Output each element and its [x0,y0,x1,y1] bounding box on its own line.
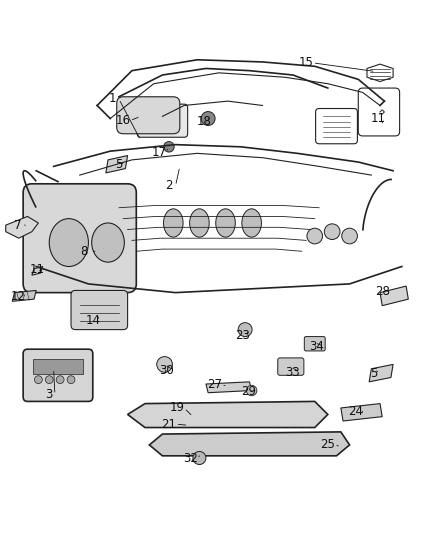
Text: 17: 17 [152,146,166,159]
FancyBboxPatch shape [278,358,304,375]
Text: 25: 25 [320,438,335,450]
Polygon shape [369,365,393,382]
Text: 16: 16 [116,114,131,127]
FancyBboxPatch shape [71,290,127,329]
Text: 14: 14 [85,314,100,327]
FancyBboxPatch shape [23,349,93,401]
Text: 3: 3 [45,389,52,401]
Text: 1: 1 [109,92,116,106]
Polygon shape [6,216,39,238]
Text: 19: 19 [170,401,185,415]
FancyBboxPatch shape [137,104,187,137]
Circle shape [164,142,174,152]
Text: 34: 34 [310,340,325,353]
Circle shape [67,376,75,384]
Polygon shape [127,401,328,427]
Ellipse shape [49,219,88,266]
Circle shape [201,111,215,125]
Text: 8: 8 [81,245,88,258]
Text: 24: 24 [349,405,364,418]
Text: 7: 7 [14,219,21,232]
Text: 18: 18 [196,115,211,128]
Text: 32: 32 [183,453,198,465]
FancyBboxPatch shape [23,184,136,293]
Text: 23: 23 [236,329,251,342]
Polygon shape [341,403,382,421]
Ellipse shape [216,209,235,237]
Text: 28: 28 [375,285,390,298]
Text: 11: 11 [371,112,385,125]
Text: 33: 33 [286,366,300,379]
Circle shape [157,357,173,372]
Text: 15: 15 [299,56,314,69]
Polygon shape [106,156,127,173]
Circle shape [342,228,357,244]
Text: 29: 29 [240,385,256,398]
Text: 27: 27 [207,378,222,391]
Ellipse shape [92,223,124,262]
Ellipse shape [190,209,209,237]
Polygon shape [206,382,252,393]
Polygon shape [149,432,350,456]
FancyBboxPatch shape [304,336,325,351]
Ellipse shape [163,209,183,237]
Polygon shape [12,290,36,301]
Circle shape [307,228,322,244]
Text: 21: 21 [162,417,177,431]
FancyBboxPatch shape [117,97,180,134]
Polygon shape [380,286,408,305]
Circle shape [193,451,206,465]
Text: 5: 5 [115,158,123,171]
Circle shape [238,322,252,336]
Text: 11: 11 [30,263,45,276]
Text: 30: 30 [159,364,174,377]
Text: 12: 12 [11,289,25,303]
Circle shape [324,224,340,239]
Circle shape [35,376,42,384]
Ellipse shape [242,209,261,237]
FancyBboxPatch shape [33,359,83,374]
Circle shape [56,376,64,384]
Circle shape [46,376,53,384]
Text: 2: 2 [165,180,173,192]
Polygon shape [32,266,43,275]
Text: 5: 5 [370,367,377,379]
Circle shape [247,385,257,396]
